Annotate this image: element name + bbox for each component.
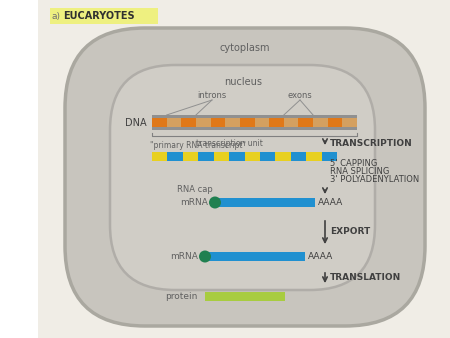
Bar	[152, 115, 357, 118]
Text: transcription unit: transcription unit	[197, 139, 263, 148]
Text: a): a)	[52, 11, 61, 21]
Circle shape	[209, 196, 221, 209]
Bar	[205, 292, 285, 301]
Text: mRNA: mRNA	[170, 252, 198, 261]
Bar	[269, 115, 284, 130]
Bar	[306, 152, 322, 161]
Bar	[298, 115, 313, 130]
Bar	[196, 115, 211, 130]
Bar	[50, 8, 158, 24]
Text: "primary RNA transcript": "primary RNA transcript"	[150, 141, 246, 150]
Text: nucleus: nucleus	[224, 77, 262, 87]
Bar	[244, 152, 260, 161]
FancyBboxPatch shape	[110, 65, 375, 290]
Bar	[342, 115, 357, 130]
Bar	[275, 152, 291, 161]
Text: AAAA: AAAA	[318, 198, 343, 207]
Text: exons: exons	[288, 91, 312, 100]
Text: RNA cap: RNA cap	[177, 185, 213, 194]
Bar	[240, 115, 255, 130]
Text: EUCARYOTES: EUCARYOTES	[63, 11, 135, 21]
Bar	[152, 152, 167, 161]
Text: RNA SPLICING: RNA SPLICING	[330, 167, 389, 176]
Bar	[328, 115, 342, 130]
Text: TRANSLATION: TRANSLATION	[330, 273, 401, 283]
Bar	[152, 115, 166, 130]
Bar	[152, 152, 337, 161]
Bar	[166, 115, 181, 130]
Text: DNA: DNA	[126, 118, 147, 127]
Bar	[205, 252, 305, 261]
Bar	[152, 127, 357, 130]
FancyBboxPatch shape	[65, 28, 425, 326]
Bar	[255, 115, 269, 130]
Bar	[225, 115, 240, 130]
Text: AAAA: AAAA	[308, 252, 333, 261]
Text: EXPORT: EXPORT	[330, 227, 370, 237]
Text: TRANSCRIPTION: TRANSCRIPTION	[330, 139, 413, 147]
Bar	[0, 0, 38, 338]
Text: cytoplasm: cytoplasm	[220, 43, 270, 53]
Text: 5' CAPPING: 5' CAPPING	[330, 159, 378, 168]
Bar	[152, 115, 357, 130]
Text: mRNA: mRNA	[180, 198, 208, 207]
Bar	[181, 115, 196, 130]
Bar	[215, 198, 315, 207]
Bar	[183, 152, 198, 161]
Bar	[313, 115, 328, 130]
Text: introns: introns	[198, 91, 227, 100]
Bar	[211, 115, 225, 130]
Bar	[284, 115, 298, 130]
Bar	[214, 152, 229, 161]
Text: protein: protein	[166, 292, 198, 301]
Circle shape	[199, 250, 211, 263]
Text: 3' POLYADENYLATION: 3' POLYADENYLATION	[330, 175, 419, 184]
